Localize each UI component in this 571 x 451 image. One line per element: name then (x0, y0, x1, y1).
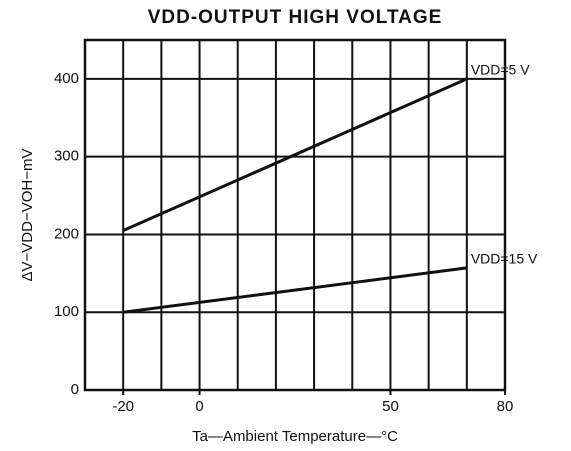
x-tick-label: -20 (112, 398, 134, 415)
y-tick-label: 0 (71, 381, 79, 398)
chart-title: VDD-OUTPUT HIGH VOLTAGE (148, 7, 443, 28)
y-tick-label: 100 (54, 303, 79, 320)
y-axis-label: ΔV−VDD−VOH−mV (19, 149, 36, 282)
x-axis-label: Ta—Ambient Temperature—°C (192, 428, 398, 445)
y-tick-label: 300 (54, 148, 79, 165)
x-tick-label: 0 (195, 398, 203, 415)
series-label: VDD=15 V (471, 251, 538, 267)
x-tick-label: 50 (382, 398, 399, 415)
series-line (122, 77, 468, 232)
series-line (122, 266, 468, 314)
series-label: VDD=5 V (471, 62, 530, 78)
plot-frame (83, 38, 507, 392)
y-tick-label: 400 (54, 70, 79, 87)
x-tick-label: 80 (497, 398, 514, 415)
y-tick-label: 200 (54, 225, 79, 242)
